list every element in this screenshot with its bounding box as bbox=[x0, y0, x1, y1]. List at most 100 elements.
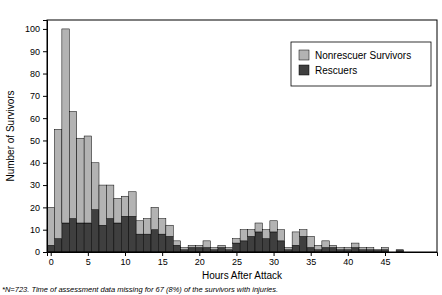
y-tick-label: 60 bbox=[30, 114, 40, 124]
bar bbox=[106, 219, 113, 252]
bar bbox=[196, 245, 203, 247]
y-tick: 40 bbox=[30, 158, 47, 168]
y-tick-label: 30 bbox=[30, 180, 40, 190]
y-tick: 90 bbox=[30, 47, 47, 57]
bar bbox=[114, 198, 121, 223]
x-tick: 45 bbox=[380, 252, 390, 267]
x-tick-mark bbox=[385, 252, 386, 256]
y-axis-title: Number of Survivors bbox=[5, 90, 16, 181]
bar bbox=[255, 223, 262, 232]
x-tick: 10 bbox=[120, 252, 130, 267]
x-axis-title: Hours After Attack bbox=[202, 270, 283, 281]
bar bbox=[352, 248, 359, 252]
x-tick-mark bbox=[199, 252, 200, 256]
bar bbox=[129, 216, 136, 252]
bar bbox=[322, 248, 329, 252]
bar bbox=[77, 223, 84, 252]
x-tick-label: 25 bbox=[232, 257, 242, 267]
bar bbox=[255, 232, 262, 252]
x-tick-label: 15 bbox=[158, 257, 168, 267]
x-tick: 15 bbox=[158, 252, 168, 267]
bar bbox=[344, 248, 351, 250]
x-tick: 25 bbox=[232, 252, 242, 267]
x-tick-mark bbox=[236, 252, 237, 256]
bar bbox=[92, 210, 99, 252]
bar bbox=[84, 223, 91, 252]
bar bbox=[158, 234, 165, 252]
y-tick: 70 bbox=[30, 91, 47, 101]
x-tick: 0 bbox=[49, 252, 54, 267]
y-tick-mark bbox=[43, 96, 47, 97]
bar bbox=[248, 230, 255, 237]
bar bbox=[240, 241, 247, 252]
bar bbox=[151, 230, 158, 252]
y-tick-mark bbox=[43, 252, 47, 253]
bar bbox=[396, 249, 403, 250]
x-tick-mark bbox=[51, 252, 52, 256]
bar bbox=[233, 243, 240, 252]
y-tick-label: 40 bbox=[30, 158, 40, 168]
bar bbox=[69, 111, 76, 218]
bar bbox=[54, 239, 61, 252]
bar bbox=[203, 248, 210, 252]
y-tick: 0 bbox=[35, 247, 47, 257]
bar bbox=[233, 239, 240, 243]
bar bbox=[352, 243, 359, 247]
bar bbox=[99, 225, 106, 252]
x-tick: 40 bbox=[343, 252, 353, 267]
bar bbox=[158, 219, 165, 235]
y-tick-mark bbox=[43, 185, 47, 186]
y-tick-label: 80 bbox=[30, 69, 40, 79]
y-axis: 0102030405060708090100 bbox=[25, 21, 48, 258]
bar bbox=[322, 241, 329, 248]
legend-label: Nonrescuer Survivors bbox=[315, 50, 411, 61]
bar bbox=[173, 245, 180, 252]
bar bbox=[366, 248, 373, 250]
legend-swatch bbox=[299, 65, 309, 75]
y-tick: 50 bbox=[30, 136, 47, 146]
bar bbox=[337, 248, 344, 250]
bar bbox=[225, 248, 232, 250]
bar bbox=[196, 248, 203, 252]
plot-frame bbox=[47, 20, 437, 252]
y-tick-label: 20 bbox=[30, 203, 40, 213]
bar bbox=[307, 236, 314, 247]
x-tick-label: 5 bbox=[86, 257, 91, 267]
y-tick-mark bbox=[43, 51, 47, 52]
bar bbox=[99, 185, 106, 225]
y-tick-label: 50 bbox=[30, 136, 40, 146]
y-tick-mark bbox=[43, 29, 47, 30]
x-tick-label: 0 bbox=[49, 257, 54, 267]
bar bbox=[329, 248, 336, 252]
y-tick-label: 10 bbox=[30, 225, 40, 235]
bar bbox=[203, 241, 210, 248]
bar bbox=[262, 230, 269, 239]
y-tick-mark bbox=[43, 163, 47, 164]
y-tick-mark bbox=[43, 230, 47, 231]
legend-label: Rescuers bbox=[315, 65, 357, 76]
bar bbox=[173, 241, 180, 245]
bar bbox=[270, 232, 277, 252]
bar bbox=[166, 236, 173, 252]
x-tick-mark bbox=[162, 252, 163, 256]
bar bbox=[166, 225, 173, 236]
chart: 0510152025303540450102030405060708090100… bbox=[0, 0, 442, 295]
bar bbox=[300, 230, 307, 237]
bar bbox=[121, 196, 128, 216]
bar bbox=[114, 223, 121, 252]
bar bbox=[144, 219, 151, 235]
bar bbox=[62, 29, 69, 223]
bar bbox=[62, 223, 69, 252]
bar bbox=[292, 232, 299, 245]
x-tick-label: 10 bbox=[120, 257, 130, 267]
bar bbox=[381, 248, 388, 250]
bar bbox=[92, 163, 99, 210]
bar bbox=[129, 192, 136, 217]
y-tick: 80 bbox=[30, 69, 47, 79]
bar bbox=[181, 248, 188, 250]
bar bbox=[47, 245, 54, 252]
bar bbox=[136, 221, 143, 234]
y-tick-label: 0 bbox=[35, 247, 40, 257]
x-axis-line bbox=[48, 253, 438, 257]
y-tick-label: 90 bbox=[30, 47, 40, 57]
